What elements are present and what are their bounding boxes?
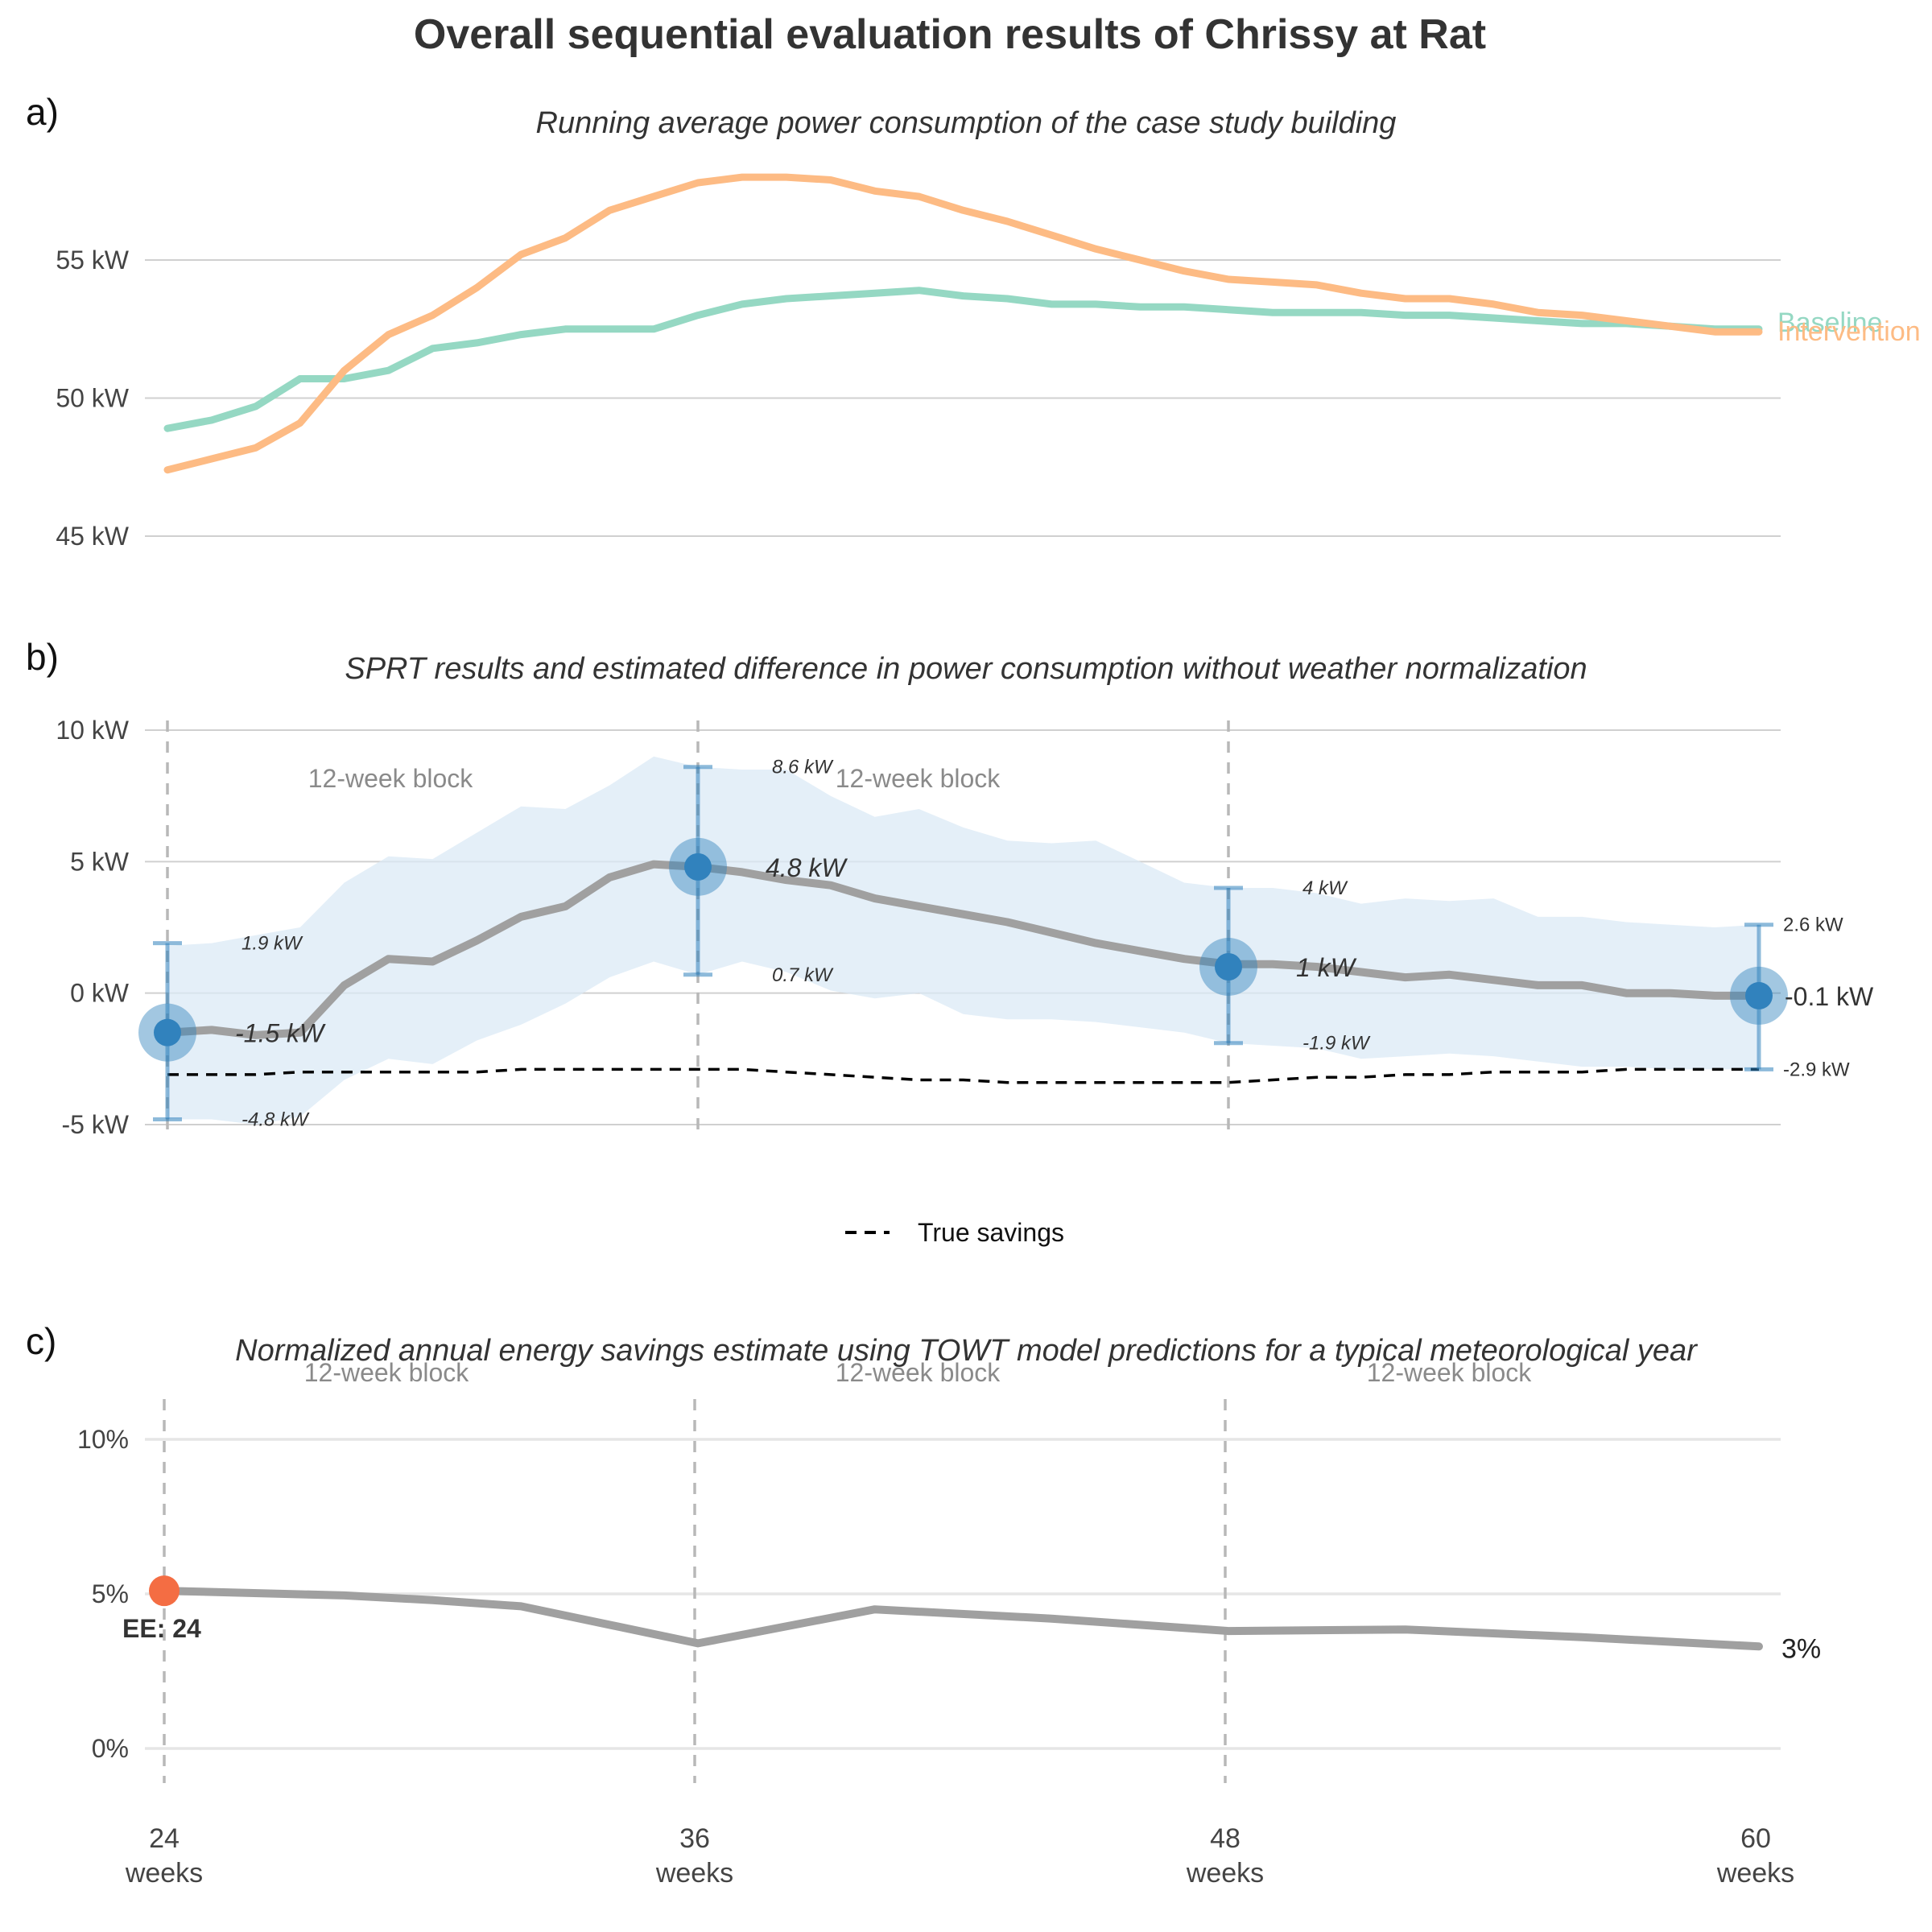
intervention-line <box>163 173 1763 474</box>
sprt-point-group-3: -0.1 kW 2.6 kW -2.9 kW <box>1730 914 1874 1080</box>
panel-c: c) Normalized annual energy savings esti… <box>26 1320 1821 1783</box>
x-tick-label-0: 24 <box>149 1823 180 1854</box>
x-tick-unit-2: weeks <box>1186 1858 1264 1889</box>
panel-b-y-tick-label-1: 0 kW <box>70 979 130 1008</box>
panel-c-subtitle: Normalized annual energy savings estimat… <box>235 1334 1698 1368</box>
sprt-upper-label-1: 8.6 kW <box>772 757 834 778</box>
sprt-lower-label-3: -2.9 kW <box>1783 1059 1850 1080</box>
sprt-lower-label-2: -1.9 kW <box>1302 1033 1371 1055</box>
panel-c-y-ticks: 0% 5% 10% <box>77 1425 129 1763</box>
panel-b-true-savings <box>167 1067 1759 1084</box>
ee-point <box>149 1575 180 1607</box>
panel-a-series-labels: Baseline Intervention <box>1777 308 1921 347</box>
x-tick-label-2: 48 <box>1210 1823 1241 1854</box>
panel-a-subtitle: Running average power consumption of the… <box>536 106 1397 140</box>
panel-a-y-tick-label-2: 55 kW <box>56 246 129 275</box>
sprt-point-0 <box>154 1018 181 1046</box>
x-tick-unit-3: weeks <box>1716 1858 1794 1889</box>
difference-line <box>163 860 1763 1039</box>
sprt-estimate-label-1: 4.8 kW <box>766 853 848 882</box>
sprt-point-3 <box>1745 981 1773 1009</box>
figure-title: Overall sequential evaluation results of… <box>414 11 1486 58</box>
x-tick-unit-1: weeks <box>655 1858 733 1889</box>
x-tick-label-1: 36 <box>679 1823 710 1854</box>
true-savings-line <box>167 1067 1759 1084</box>
x-tick-unit-0: weeks <box>125 1858 203 1889</box>
panel-c-block-labels: 12-week block 12-week block 12-week bloc… <box>304 1358 1533 1387</box>
sprt-point-group-2: 1 kW 4 kW -1.9 kW <box>1199 877 1371 1055</box>
legend-true-savings-label: True savings <box>918 1218 1064 1247</box>
panel-b-block-labels: 12-week block 12-week block <box>308 764 1001 793</box>
panel-b-block-label-2: 12-week block <box>836 764 1001 793</box>
panel-c-block-label-1: 12-week block <box>304 1358 470 1387</box>
panel-c-end-label: 3% <box>1781 1633 1821 1664</box>
sprt-estimate-label-3: -0.1 kW <box>1785 982 1874 1011</box>
panel-c-y-tick-label-0: 0% <box>92 1734 129 1763</box>
panel-c-y-tick-label-1: 5% <box>92 1579 129 1608</box>
panel-b-subtitle: SPRT results and estimated difference in… <box>345 652 1587 686</box>
panel-b-sprt-points: -1.5 kW 1.9 kW -4.8 kW 4.8 kW 8.6 kW 0.7 kW 1 … <box>138 757 1874 1130</box>
sprt-point-group-1: 4.8 kW 8.6 kW 0.7 kW <box>669 757 848 986</box>
panel-a-gridlines <box>145 259 1781 537</box>
intervention-series-label: Intervention <box>1777 316 1921 347</box>
uncertainty-band <box>167 756 1759 1125</box>
panel-b-uncertainty-band <box>167 756 1759 1125</box>
panel-c-block-label-3: 12-week block <box>1367 1358 1533 1387</box>
ee-label: EE: 24 <box>122 1614 201 1643</box>
panel-b-y-tick-label-3: 10 kW <box>56 716 129 745</box>
sprt-point-1 <box>684 852 712 881</box>
panel-c-savings-line <box>163 1587 1763 1651</box>
panel-b-legend: True savings <box>845 1218 1064 1247</box>
panel-b-tag: b) <box>26 636 59 678</box>
panel-a-tag: a) <box>26 91 59 133</box>
sprt-point-2 <box>1215 953 1242 980</box>
baseline-line <box>163 287 1763 432</box>
panel-b: b) SPRT results and estimated difference… <box>26 636 1874 1247</box>
panel-b-block-label-1: 12-week block <box>308 764 474 793</box>
x-axis: 24 weeks 36 weeks 48 weeks 60 weeks <box>125 1823 1794 1889</box>
panel-b-y-ticks: -5 kW 0 kW 5 kW 10 kW <box>56 716 129 1139</box>
panel-a-y-tick-label-1: 50 kW <box>56 384 129 413</box>
sprt-upper-label-2: 4 kW <box>1302 877 1348 899</box>
sprt-estimate-label-2: 1 kW <box>1296 953 1357 982</box>
panel-b-y-tick-label-0: -5 kW <box>61 1110 129 1139</box>
savings-line <box>163 1587 1763 1651</box>
sprt-point-group-0: -1.5 kW 1.9 kW -4.8 kW <box>138 933 326 1130</box>
sprt-lower-label-0: -4.8 kW <box>242 1108 310 1130</box>
sprt-upper-label-3: 2.6 kW <box>1783 914 1843 936</box>
sprt-lower-label-1: 0.7 kW <box>772 964 834 986</box>
panel-b-y-tick-label-2: 5 kW <box>70 847 130 876</box>
panel-a-y-tick-label-0: 45 kW <box>56 522 129 551</box>
panel-c-block-label-2: 12-week block <box>836 1358 1001 1387</box>
panel-c-y-tick-label-2: 10% <box>77 1425 129 1454</box>
panel-a-series <box>163 173 1763 474</box>
panel-c-ee-marker: EE: 24 <box>122 1575 201 1643</box>
baseline-series-label: Baseline <box>1777 308 1882 338</box>
sprt-estimate-label-0: -1.5 kW <box>235 1019 326 1048</box>
panel-c-tag: c) <box>26 1320 56 1362</box>
panel-c-gridlines <box>145 1438 1781 1750</box>
sprt-upper-label-0: 1.9 kW <box>242 933 303 955</box>
panel-a: a) Running average power consumption of … <box>26 91 1921 551</box>
panel-a-y-ticks: 45 kW 50 kW 55 kW <box>56 246 129 551</box>
x-tick-label-3: 60 <box>1740 1823 1771 1854</box>
panel-b-difference-line <box>163 860 1763 1039</box>
